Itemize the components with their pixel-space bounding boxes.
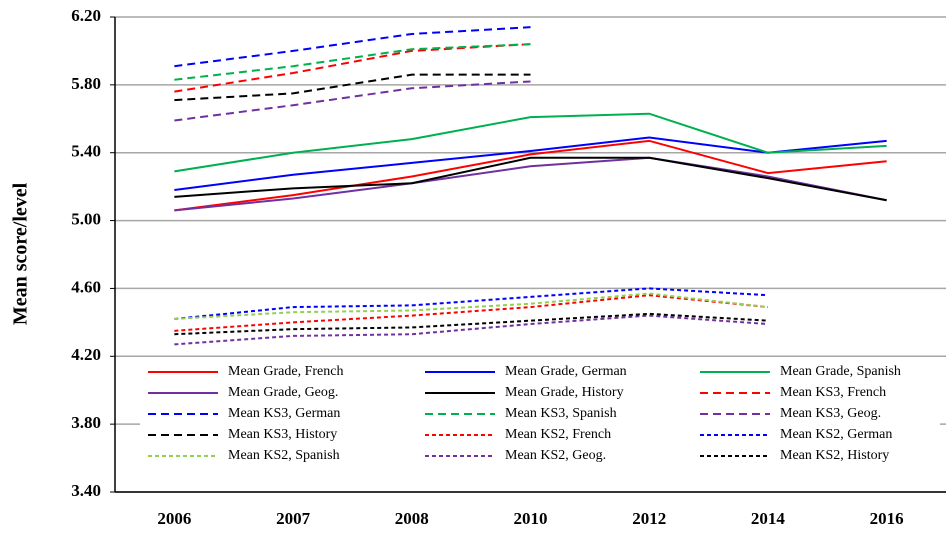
y-tick-label: 5.00 xyxy=(71,209,101,228)
legend-label: Mean KS2, French xyxy=(505,427,611,442)
series-line xyxy=(174,43,531,93)
legend-label: Mean KS3, French xyxy=(780,385,886,400)
legend-label: Mean Grade, History xyxy=(505,385,624,400)
legend-label: Mean KS3, Spanish xyxy=(505,406,617,421)
legend-label: Mean KS2, Geog. xyxy=(505,448,606,463)
series-line xyxy=(174,292,769,320)
legend-label: Mean KS2, German xyxy=(780,427,892,442)
y-tick-label: 4.60 xyxy=(71,277,101,296)
series-line xyxy=(174,287,768,320)
legend-label: Mean Grade, French xyxy=(228,364,343,379)
x-tick-label: 2016 xyxy=(870,509,904,528)
x-tick-label: 2012 xyxy=(632,509,666,528)
legend-label: Mean KS3, History xyxy=(228,427,337,442)
series-line xyxy=(174,139,887,212)
series-line xyxy=(174,26,531,68)
y-tick-label: 3.80 xyxy=(71,413,101,432)
legend-background xyxy=(140,362,940,486)
x-tick-label: 2006 xyxy=(157,509,191,528)
y-axis-label: Mean score/level xyxy=(10,182,32,325)
y-tick-label: 4.20 xyxy=(71,345,101,364)
y-tick-label: 6.20 xyxy=(71,6,101,25)
series-line xyxy=(174,156,887,202)
legend-label: Mean Grade, German xyxy=(505,364,627,379)
legend-label: Mean KS3, German xyxy=(228,406,340,421)
x-tick-label: 2007 xyxy=(276,509,311,528)
x-tick-label: 2010 xyxy=(514,509,548,528)
legend-label: Mean KS2, History xyxy=(780,448,889,463)
series-line xyxy=(174,312,768,336)
series-line xyxy=(174,43,531,81)
y-tick-label: 5.40 xyxy=(71,142,101,161)
legend-label: Mean KS3, Geog. xyxy=(780,406,881,421)
series-line xyxy=(174,156,887,212)
x-tick-label: 2008 xyxy=(395,509,429,528)
legend-label: Mean KS2, Spanish xyxy=(228,448,340,463)
legend-label: Mean Grade, Spanish xyxy=(780,364,901,379)
series-line xyxy=(174,136,887,192)
y-tick-label: 3.40 xyxy=(71,481,101,500)
series-line xyxy=(174,294,769,332)
y-tick-label: 5.80 xyxy=(71,74,101,93)
series-line xyxy=(174,314,769,346)
series-line xyxy=(174,112,887,173)
legend-label: Mean Grade, Geog. xyxy=(228,385,338,400)
x-tick-label: 2014 xyxy=(751,509,786,528)
series-line xyxy=(174,73,531,102)
series-line xyxy=(174,80,531,122)
